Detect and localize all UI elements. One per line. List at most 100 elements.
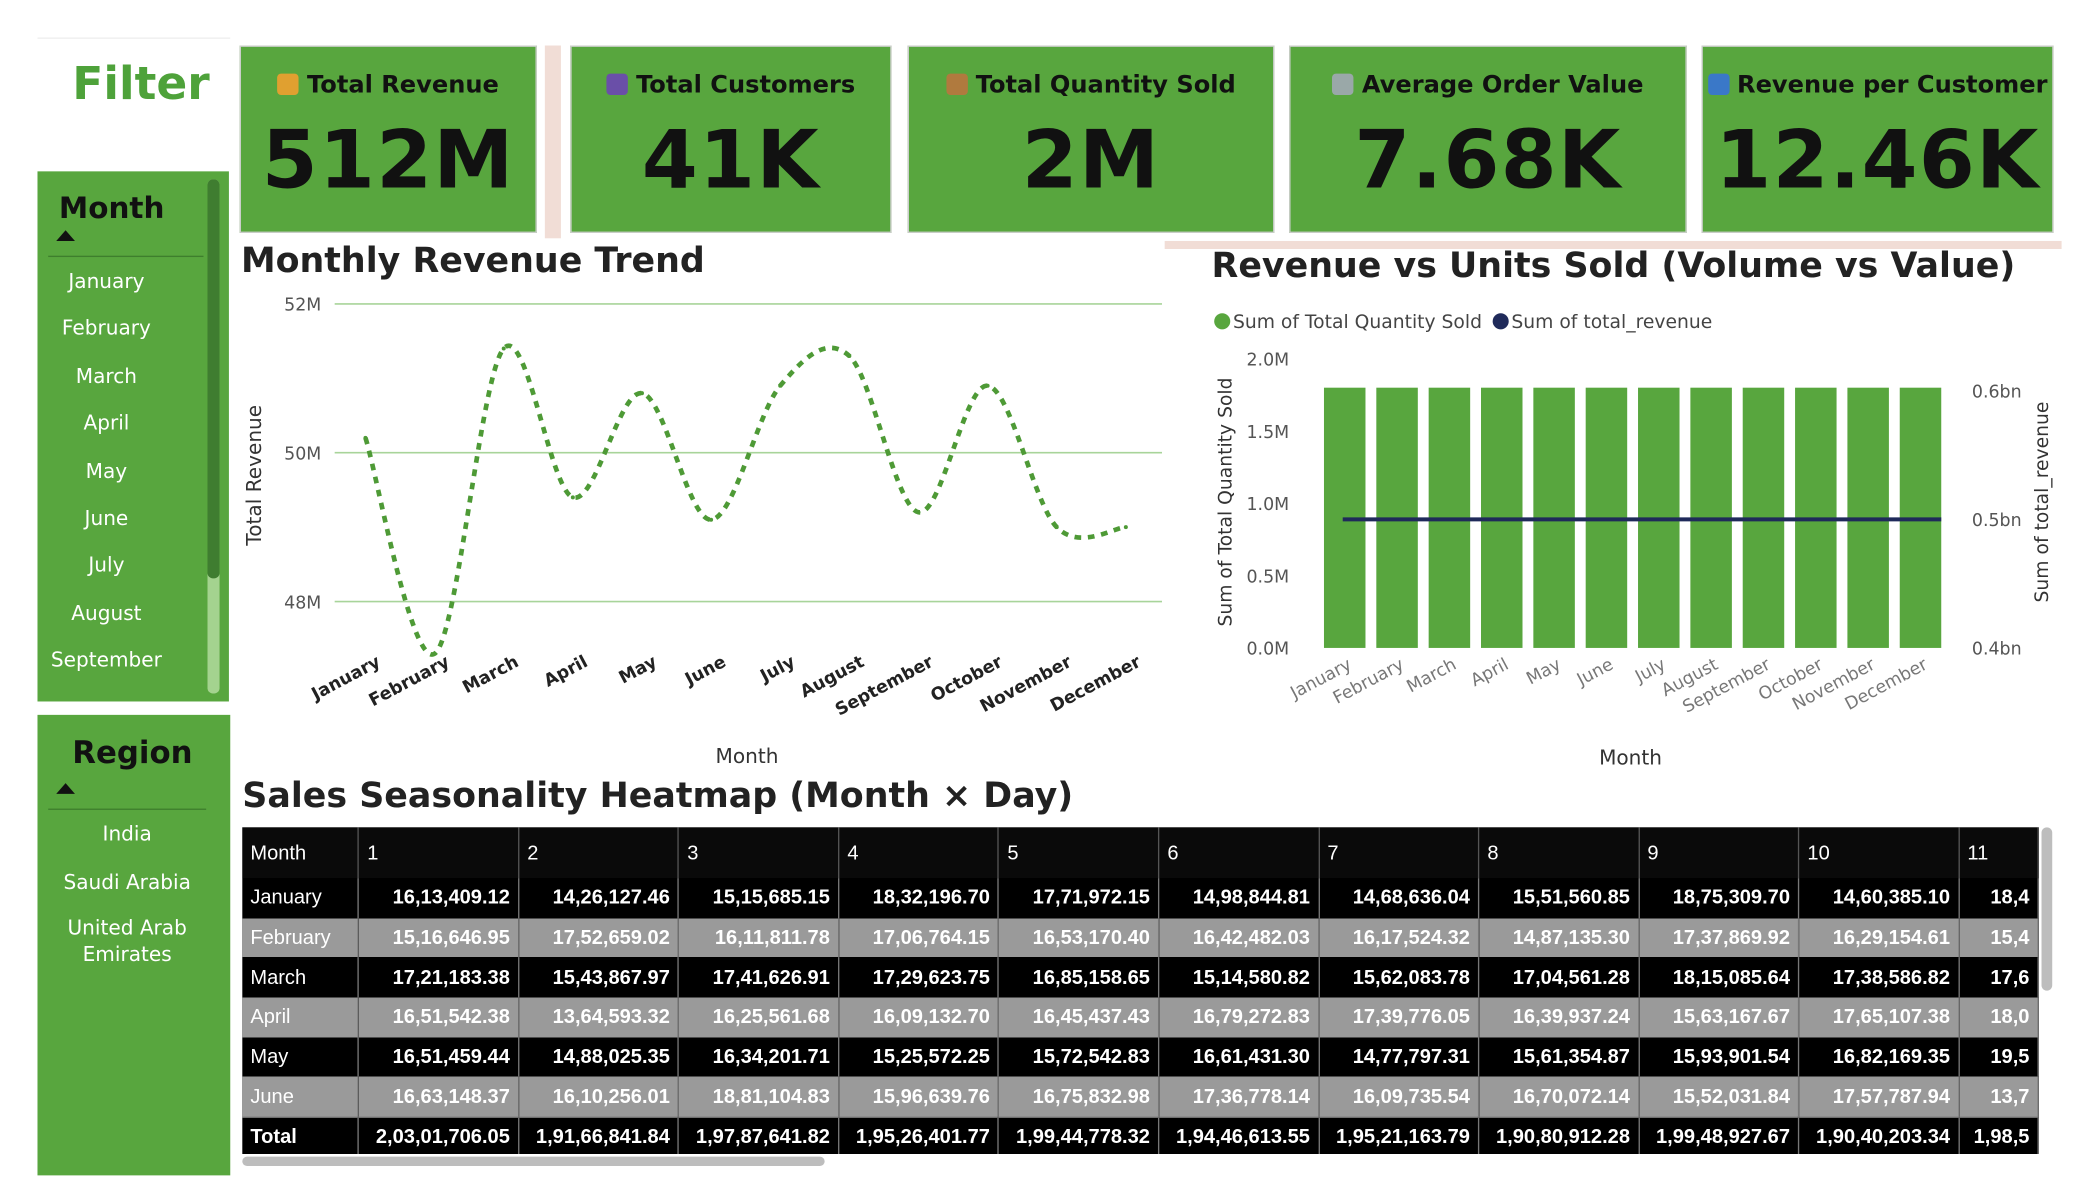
month-slicer-scrollbar[interactable] xyxy=(207,179,220,694)
sort-up-icon[interactable] xyxy=(56,230,75,241)
region-slicer-item[interactable]: United Arab xyxy=(67,915,187,940)
data-point xyxy=(363,435,368,440)
table-cell: 17,71,972.15 xyxy=(998,878,1160,918)
legend-swatch-quantity xyxy=(1214,313,1231,330)
table-cell: 15,25,572.25 xyxy=(838,1037,1000,1077)
table-cell: 17,65,107.38 xyxy=(1798,997,1960,1038)
table-cell: 16,51,542.38 xyxy=(358,997,520,1038)
column-header[interactable]: 7 xyxy=(1318,827,1480,879)
region-slicer-item[interactable]: Saudi Arabia xyxy=(63,870,191,895)
column-header[interactable]: 1 xyxy=(358,827,520,879)
table-cell: 16,13,409.12 xyxy=(358,878,520,918)
column-header[interactable]: Month xyxy=(242,827,360,879)
package-icon xyxy=(946,73,968,96)
region-slicer-item[interactable]: Emirates xyxy=(82,942,172,967)
column-header[interactable]: 9 xyxy=(1638,827,1800,879)
table-cell: 15,14,580.82 xyxy=(1158,957,1320,998)
table-row: April 16,51,542.38 13,64,593.32 16,25,561.6… xyxy=(242,997,2039,1038)
x-tick-label: April xyxy=(1468,655,1512,691)
scrollbar-thumb[interactable] xyxy=(207,179,220,579)
row-label: April xyxy=(242,997,360,1038)
month-slicer-item[interactable]: April xyxy=(83,411,130,436)
table-cell: 19,5 xyxy=(1958,1037,2039,1077)
total-cell: 2,03,01,706.05 xyxy=(358,1115,520,1154)
kpi-value: 2M xyxy=(1021,113,1161,208)
table-cell: 16,63,148.37 xyxy=(358,1076,520,1117)
month-slicer[interactable]: Month January February March April May June Ju… xyxy=(37,171,229,702)
y-tick-label: 50M xyxy=(284,444,321,464)
region-slicer[interactable]: Region India Saudi Arabia United Arab Emira… xyxy=(37,714,231,1176)
month-slicer-item[interactable]: February xyxy=(61,316,151,341)
heatmap-title: Sales Seasonality Heatmap (Month × Day) xyxy=(242,776,1074,817)
column-header[interactable]: 4 xyxy=(838,827,1000,879)
y-tick-label: 1.5M xyxy=(1246,423,1289,443)
month-slicer-title: Month xyxy=(58,192,165,227)
table-cell: 15,51,560.85 xyxy=(1478,878,1640,918)
seasonality-heatmap-table[interactable]: Month 1 2 3 4 5 6 7 8 9 10 11 January 16,13,409.12 14,… xyxy=(242,827,2039,1154)
filter-title: Filter xyxy=(72,57,210,112)
month-slicer-item[interactable]: March xyxy=(75,363,138,388)
table-cell: 18,4 xyxy=(1958,878,2039,918)
combo-chart-title: Revenue vs Units Sold (Volume vs Value) xyxy=(1211,246,2016,287)
table-vertical-scrollbar[interactable] xyxy=(2041,827,2053,991)
column-header[interactable]: 8 xyxy=(1478,827,1640,879)
filter-title-panel: Filter xyxy=(37,37,231,166)
table-cell: 17,37,869.92 xyxy=(1638,917,1800,958)
total-cell: 1,90,80,912.28 xyxy=(1478,1115,1640,1154)
slicer-divider xyxy=(48,255,204,258)
legend-label: Sum of Total Quantity Sold xyxy=(1233,312,1482,333)
column-header[interactable]: 3 xyxy=(678,827,840,879)
table-cell: 17,41,626.91 xyxy=(678,957,840,998)
column-header[interactable]: 2 xyxy=(518,827,680,879)
table-cell: 15,61,354.87 xyxy=(1478,1037,1640,1077)
column-header[interactable]: 5 xyxy=(998,827,1160,879)
total-cell: 1,90,40,203.34 xyxy=(1798,1115,1960,1154)
kpi-card: Revenue per Customer 12.46K xyxy=(1701,45,2054,233)
total-cell: 1,95,21,163.79 xyxy=(1318,1115,1480,1154)
legend-label: Sum of total_revenue xyxy=(1511,312,1712,333)
x-tick-label: May xyxy=(616,652,661,689)
month-slicer-item[interactable]: May xyxy=(85,458,128,483)
kpi-value: 7.68K xyxy=(1354,113,1622,208)
kpi-value: 41K xyxy=(641,113,820,208)
table-cell: 15,96,639.76 xyxy=(838,1076,1000,1117)
table-cell: 18,75,309.70 xyxy=(1638,878,1800,918)
table-row: February 15,16,646.95 17,52,659.02 16,11,81… xyxy=(242,917,2039,958)
column-header[interactable]: 11 xyxy=(1958,827,2039,879)
bar-chart-icon xyxy=(1707,73,1729,96)
y2-tick-label: 0.4bn xyxy=(1972,640,2022,660)
data-point xyxy=(1123,525,1128,530)
kpi-label: Total Quantity Sold xyxy=(975,70,1236,100)
column-header[interactable]: 10 xyxy=(1798,827,1960,879)
month-slicer-item[interactable]: January xyxy=(68,269,145,294)
data-point xyxy=(916,510,921,515)
month-slicer-item[interactable]: August xyxy=(71,600,142,625)
table-cell: 16,34,201.71 xyxy=(678,1037,840,1077)
table-cell: 16,51,459.44 xyxy=(358,1037,520,1077)
table-cell: 16,09,735.54 xyxy=(1318,1076,1480,1117)
month-slicer-item[interactable]: July xyxy=(88,553,125,578)
column-header[interactable]: 6 xyxy=(1158,827,1320,879)
x-tick-label: April xyxy=(541,652,591,691)
table-header-row: Month 1 2 3 4 5 6 7 8 9 10 11 xyxy=(242,827,2039,879)
y-tick-label: 2.0M xyxy=(1246,350,1289,370)
line-chart-title: Monthly Revenue Trend xyxy=(240,240,705,282)
total-cell: 1,99,44,778.32 xyxy=(998,1115,1160,1154)
month-slicer-item[interactable]: June xyxy=(84,506,129,531)
region-slicer-item[interactable]: India xyxy=(102,821,152,847)
x-axis-label: Month xyxy=(1599,745,1662,769)
table-cell: 16,39,937.24 xyxy=(1478,997,1640,1038)
sort-up-icon[interactable] xyxy=(56,783,75,794)
table-cell: 15,4 xyxy=(1958,917,2039,958)
table-cell: 16,25,561.68 xyxy=(678,997,840,1038)
data-point xyxy=(570,495,575,500)
region-slicer-title: Region xyxy=(72,736,193,772)
money-bag-icon xyxy=(277,73,299,96)
total-cell: 1,94,46,613.55 xyxy=(1158,1115,1320,1154)
total-cell: 1,99,48,927.67 xyxy=(1638,1115,1800,1154)
kpi-label: Total Customers xyxy=(636,70,856,100)
table-horizontal-scrollbar[interactable] xyxy=(242,1156,825,1167)
month-slicer-item[interactable]: September xyxy=(50,648,162,673)
data-point xyxy=(778,383,783,388)
table-cell: 15,93,901.54 xyxy=(1638,1037,1800,1077)
